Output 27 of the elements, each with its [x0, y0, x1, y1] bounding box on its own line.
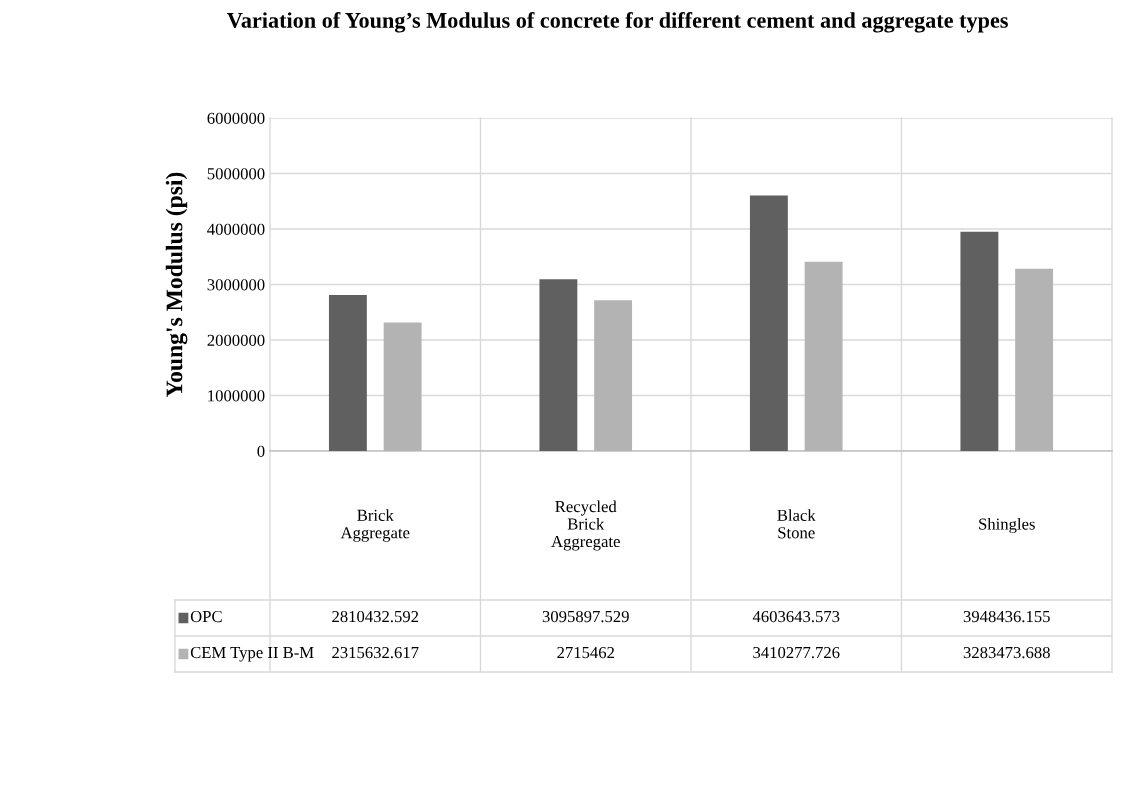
- data-label: 3095897.529: [542, 610, 629, 623]
- y-tick-label: 5000000: [207, 168, 265, 180]
- y-tick-label: 3000000: [207, 279, 265, 291]
- y-axis-title: Young's Modulus (psi): [165, 172, 188, 397]
- legend-label: CEM Type II B-M: [190, 646, 314, 662]
- data-label: 2315632.617: [332, 646, 419, 659]
- data-label: 3283473.688: [963, 646, 1050, 659]
- bar: [749, 195, 788, 451]
- y-tick-label: 2000000: [207, 334, 265, 346]
- y-tick-label: 0: [257, 445, 265, 457]
- bar: [328, 295, 367, 451]
- data-label: 4603643.573: [752, 610, 840, 623]
- bar: [539, 279, 578, 451]
- x-tick-label: Shingles: [979, 517, 1035, 534]
- x-tick-label: Recycled Brick Aggregate: [551, 500, 620, 551]
- x-tick-label: Black Stone: [777, 509, 816, 539]
- chart-title: Variation of Young’s Modulus of concrete for different cement and aggregate types: [227, 12, 1008, 33]
- legend-label: OPC: [190, 610, 222, 623]
- y-tick-label: 4000000: [207, 223, 265, 235]
- data-label: 3410277.726: [753, 646, 840, 659]
- data-label: 2810432.592: [332, 610, 419, 623]
- data-label: 2715462: [557, 646, 614, 659]
- y-tick-label: 1000000: [208, 390, 265, 402]
- x-tick-label: Brick Aggregate: [340, 509, 410, 542]
- bar: [960, 231, 999, 451]
- y-tick-label: 6000000: [207, 112, 265, 124]
- data-label: 3948436.155: [963, 610, 1050, 623]
